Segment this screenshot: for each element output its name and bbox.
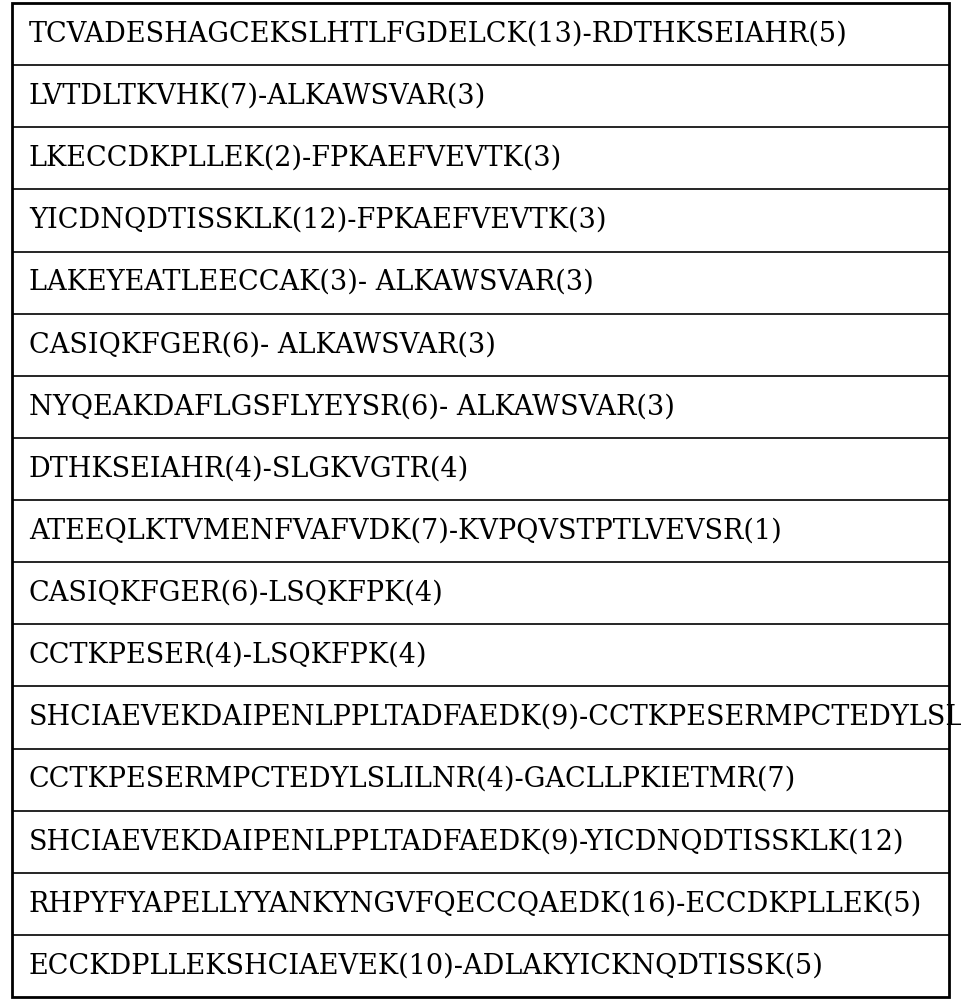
Text: ECCKDPLLEKSHCIAEVEK(10)-ADLAKYICKNQDTISSK(5): ECCKDPLLEKSHCIAEVEK(10)-ADLAKYICKNQDTISS… xyxy=(29,952,824,979)
Text: NYQEAKDAFLGSFLYEYSR(6)- ALKAWSVAR(3): NYQEAKDAFLGSFLYEYSR(6)- ALKAWSVAR(3) xyxy=(29,393,675,420)
Text: CCTKPESER(4)-LSQKFPK(4): CCTKPESER(4)-LSQKFPK(4) xyxy=(29,642,428,669)
Text: CASIQKFGER(6)- ALKAWSVAR(3): CASIQKFGER(6)- ALKAWSVAR(3) xyxy=(29,331,496,358)
Text: CASIQKFGER(6)-LSQKFPK(4): CASIQKFGER(6)-LSQKFPK(4) xyxy=(29,580,444,607)
Text: ATEEQLKTVMENFVAFVDK(7)-KVPQVSTPTLVEVSR(1): ATEEQLKTVMENFVAFVDK(7)-KVPQVSTPTLVEVSR(1… xyxy=(29,518,781,545)
Text: LKECCDKPLLEK(2)-FPKAEFVEVTK(3): LKECCDKPLLEK(2)-FPKAEFVEVTK(3) xyxy=(29,145,562,172)
Text: RHPYFYAPELLYYANKYNGVFQECCQAEDK(16)-ECCDKPLLEK(5): RHPYFYAPELLYYANKYNGVFQECCQAEDK(16)-ECCDK… xyxy=(29,890,923,917)
Text: TCVADESHAGCEKSLHTLFGDELCK(13)-RDTHKSEIAHR(5): TCVADESHAGCEKSLHTLFGDELCK(13)-RDTHKSEIAH… xyxy=(29,21,848,48)
Text: CCTKPESERMPCTEDYLSLILNR(4)-GACLLPKIETMR(7): CCTKPESERMPCTEDYLSLILNR(4)-GACLLPKIETMR(… xyxy=(29,766,796,793)
Text: SHCIAEVEKDAIPENLPPLTADFAEDK(9)-CCTKPESERMPCTEDYLSLILNR(4): SHCIAEVEKDAIPENLPPLTADFAEDK(9)-CCTKPESER… xyxy=(29,704,961,731)
Text: DTHKSEIAHR(4)-SLGKVGTR(4): DTHKSEIAHR(4)-SLGKVGTR(4) xyxy=(29,455,469,482)
Text: LVTDLTKVHK(7)-ALKAWSVAR(3): LVTDLTKVHK(7)-ALKAWSVAR(3) xyxy=(29,83,486,110)
Text: SHCIAEVEKDAIPENLPPLTADFAEDK(9)-YICDNQDTISSKLK(12): SHCIAEVEKDAIPENLPPLTADFAEDK(9)-YICDNQDTI… xyxy=(29,828,904,855)
Text: LAKEYEATLEECCAK(3)- ALKAWSVAR(3): LAKEYEATLEECCAK(3)- ALKAWSVAR(3) xyxy=(29,269,594,296)
Text: YICDNQDTISSKLK(12)-FPKAEFVEVTK(3): YICDNQDTISSKLK(12)-FPKAEFVEVTK(3) xyxy=(29,207,606,234)
